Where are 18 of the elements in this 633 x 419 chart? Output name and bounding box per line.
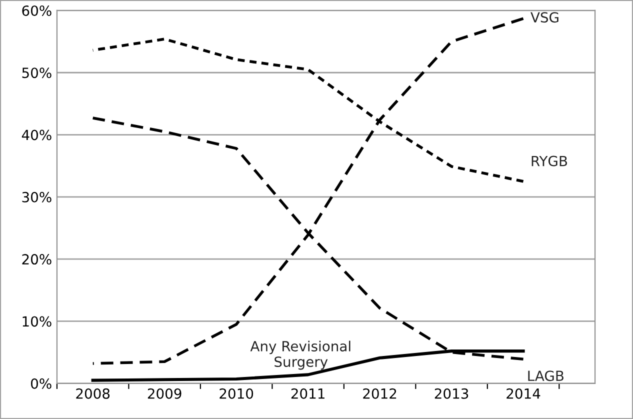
y-tick-label: 10% [22,316,52,327]
x-tick-label: 2014 [506,388,540,399]
y-tick-label: 50% [22,68,52,78]
y-tick-label: 40% [22,130,52,140]
x-tick-label: 2012 [363,388,396,399]
series-label: LAGB [528,370,564,382]
series-label: RYGB [532,156,568,166]
series-label: VSG [530,12,558,23]
x-tick-label: 2013 [434,388,468,399]
x-tick-label: 2008 [76,388,110,399]
x-tick-label: 2010 [220,388,254,399]
y-tick-label: 30% [22,192,52,202]
x-tick-label: 2011 [291,388,324,399]
y-tick-label: 60% [22,5,52,16]
series-label: Any Revisional Surgery [250,340,350,370]
y-tick-label: 20% [22,254,52,265]
x-tick-label: 2009 [148,388,182,399]
y-tick-label: 0% [30,378,52,389]
